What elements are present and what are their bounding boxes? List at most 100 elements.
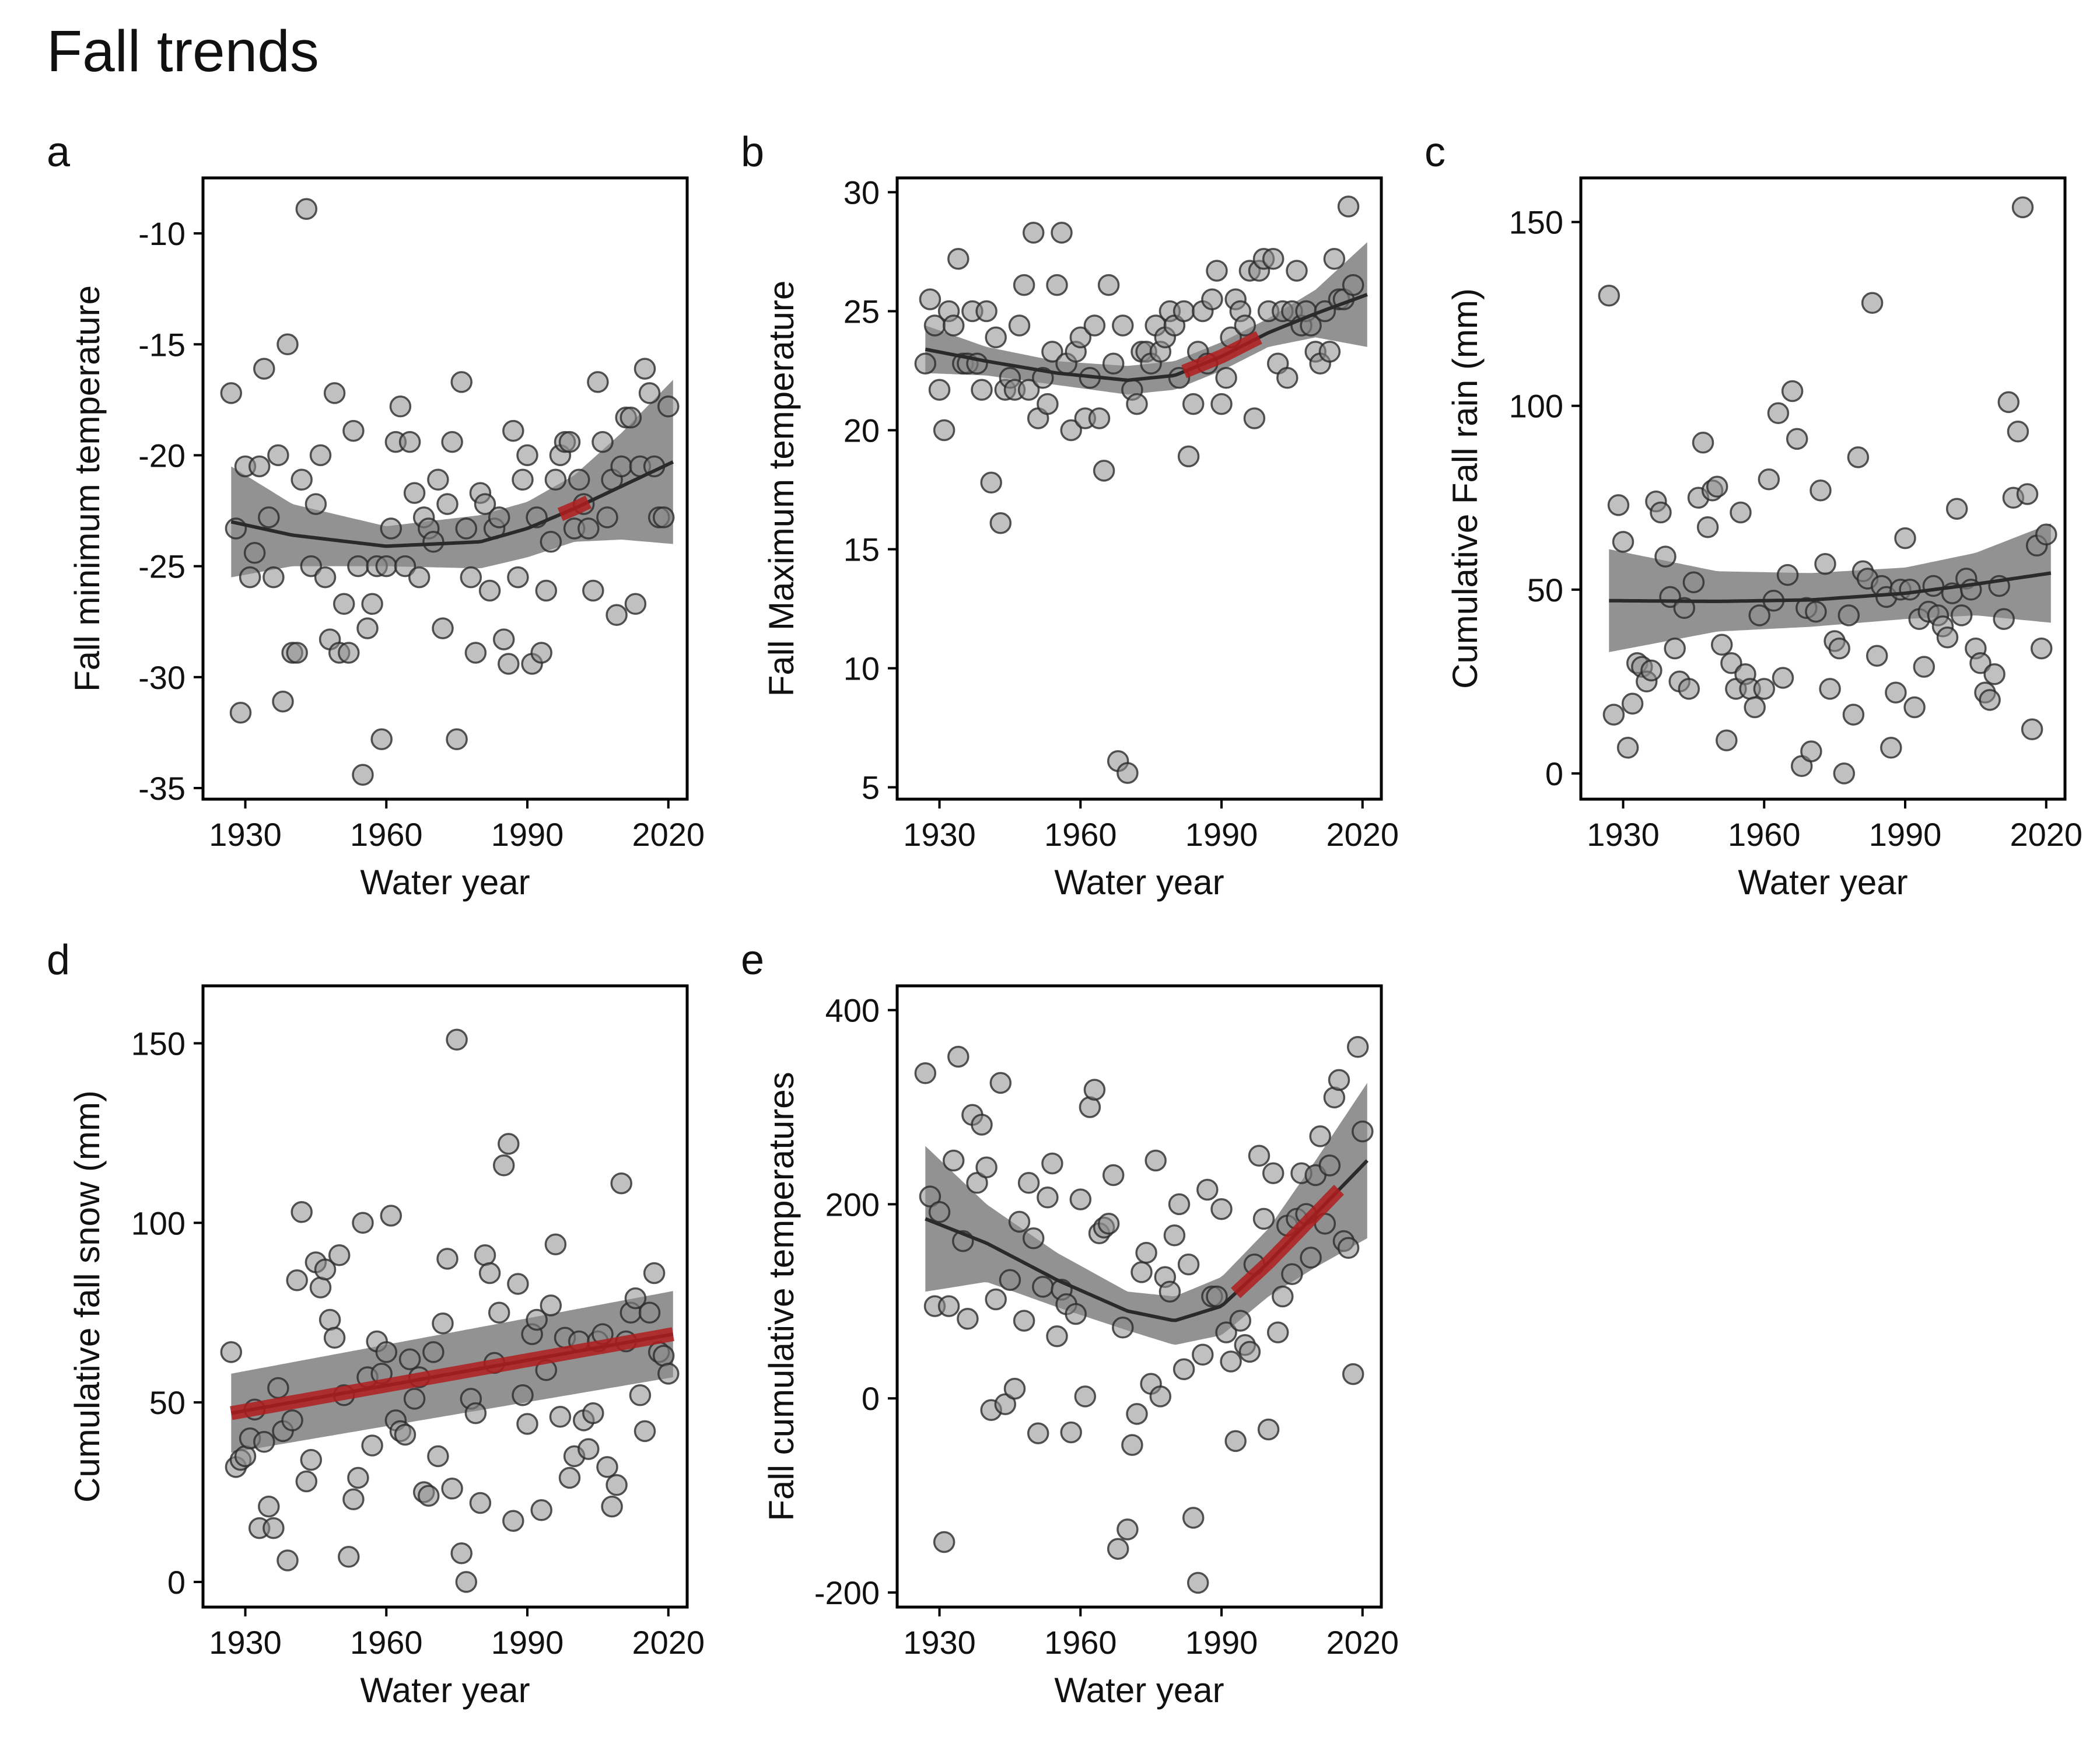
data-point <box>657 396 680 418</box>
x-tick-label: 1990 <box>1869 816 1942 853</box>
data-point <box>1243 407 1266 429</box>
x-axis-label: Water year <box>1054 863 1224 902</box>
data-point <box>1936 626 1959 649</box>
data-point <box>347 1466 369 1489</box>
plot-frame <box>895 984 1383 1609</box>
data-point <box>1220 1350 1242 1373</box>
data-point <box>375 555 398 578</box>
data-point <box>1993 608 2015 630</box>
y-tick-label: -15 <box>138 326 186 363</box>
data-point <box>1323 247 1346 270</box>
data-point <box>276 1549 299 1572</box>
data-point <box>1678 678 1700 700</box>
data-point <box>1318 341 1341 363</box>
data-point <box>512 1384 534 1406</box>
data-point <box>1121 1434 1143 1456</box>
data-point <box>1069 326 1092 349</box>
x-axis-label: Water year <box>360 1671 530 1710</box>
significant-trend-segment <box>230 1327 674 1420</box>
data-point <box>347 555 369 578</box>
data-point <box>1065 1303 1087 1325</box>
data-point <box>1206 260 1228 282</box>
data-point <box>1945 498 1968 520</box>
data-point <box>1027 1422 1049 1444</box>
data-point <box>253 1431 275 1453</box>
data-point <box>957 1308 979 1330</box>
data-point <box>338 642 360 664</box>
y-tick-label: 10 <box>844 650 880 687</box>
data-point <box>610 455 632 478</box>
data-point <box>286 642 308 664</box>
data-point <box>1112 1317 1134 1339</box>
x-tick-label: 2020 <box>632 816 705 853</box>
panel-letter: e <box>741 937 764 984</box>
x-tick-label: 1960 <box>1728 816 1801 853</box>
data-point <box>258 1495 280 1518</box>
y-tick-label: -25 <box>138 548 186 585</box>
y-tick-label: 20 <box>844 412 880 449</box>
data-point <box>375 1341 398 1363</box>
data-point <box>1903 696 1926 719</box>
y-tick-label: 0 <box>1545 755 1563 792</box>
plot-frame <box>201 176 689 801</box>
data-point <box>1300 1247 1322 1269</box>
data-point <box>1266 1321 1289 1343</box>
data-point <box>267 444 289 467</box>
data-point <box>1158 1280 1181 1303</box>
y-tick-label: 50 <box>1527 572 1563 608</box>
data-point <box>1022 1227 1045 1250</box>
data-point <box>544 1233 567 1255</box>
panel-d: 1930 1960 1990 2020 0 50 100 150 Water year Cumul… <box>47 937 705 1710</box>
data-point <box>1262 1162 1284 1184</box>
data-point <box>1758 468 1780 491</box>
data-point <box>1262 247 1284 270</box>
y-tick-label: 15 <box>844 531 880 568</box>
data-point <box>243 542 266 564</box>
data-point <box>248 455 271 478</box>
data-point <box>1979 689 2001 711</box>
data-point <box>592 430 614 453</box>
data-point <box>999 1269 1021 1291</box>
data-point <box>657 1363 680 1385</box>
data-point <box>1003 1377 1026 1400</box>
panel-letter: b <box>741 129 764 176</box>
data-point <box>352 1212 374 1234</box>
data-point <box>526 1308 548 1331</box>
data-point <box>914 1062 937 1084</box>
data-point <box>464 642 487 664</box>
significant-trend-segment <box>557 495 592 522</box>
confidence-ribbon <box>231 380 673 578</box>
panel-letter: c <box>1424 129 1446 176</box>
data-point <box>1352 1120 1374 1143</box>
data-point <box>1706 475 1728 498</box>
data-point <box>220 1341 243 1363</box>
data-point <box>295 1470 318 1493</box>
data-point <box>441 1478 463 1500</box>
y-tick-label: -30 <box>138 659 186 696</box>
data-point <box>610 1172 632 1195</box>
data-point <box>1781 380 1804 402</box>
data-point <box>578 517 600 540</box>
data-point <box>380 517 402 540</box>
data-point <box>1810 479 1832 502</box>
data-point <box>1182 1507 1205 1529</box>
data-point <box>1880 737 1902 759</box>
data-point <box>1692 431 1714 454</box>
data-point <box>1800 740 1822 762</box>
data-point <box>971 379 993 401</box>
data-point <box>2035 523 2057 546</box>
data-point <box>328 1244 351 1266</box>
data-point <box>1186 1572 1209 1594</box>
data-point <box>1342 1363 1364 1385</box>
y-tick-label: -20 <box>138 437 186 474</box>
data-point <box>464 1402 487 1424</box>
data-point <box>290 1201 313 1223</box>
data-point <box>1607 494 1630 516</box>
data-point <box>1252 1208 1275 1230</box>
data-point <box>1022 222 1045 244</box>
x-tick-label: 1960 <box>350 1624 423 1661</box>
data-point <box>474 1244 496 1266</box>
data-point <box>914 352 937 375</box>
data-point <box>450 371 473 393</box>
data-point <box>1083 314 1106 337</box>
